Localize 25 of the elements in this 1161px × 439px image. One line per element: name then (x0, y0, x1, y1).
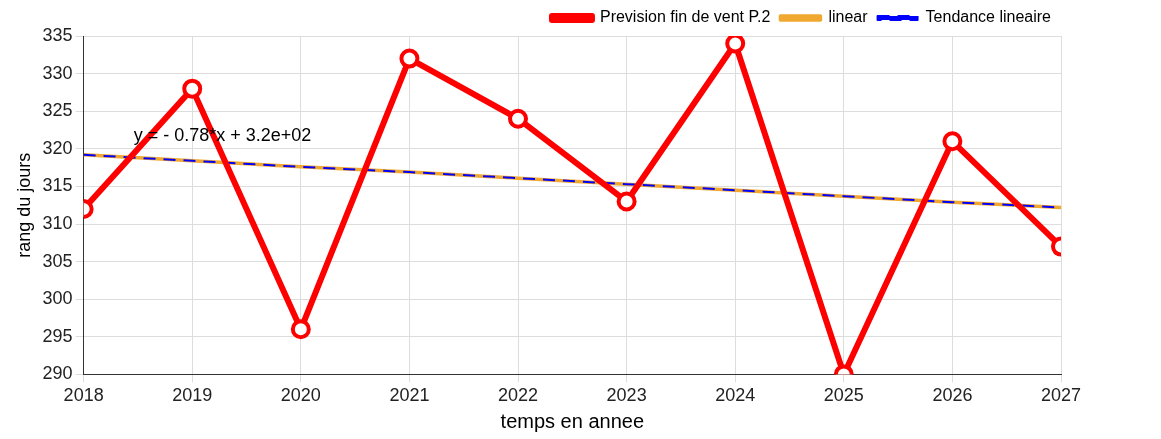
legend-label: Tendance lineaire (925, 8, 1052, 26)
legend-label: Prevision fin de vent P.2 (599, 8, 771, 26)
y-tick-label: 325 (42, 100, 73, 121)
x-tick-label: 2024 (715, 385, 756, 406)
x-tick-label: 2021 (389, 385, 430, 406)
x-tick-label: 2018 (63, 385, 104, 406)
x-axis-title: temps en annee (500, 409, 645, 432)
y-tick-label: 335 (42, 24, 73, 45)
x-tick-label: 2022 (497, 385, 539, 406)
x-tick-label: 2020 (280, 385, 321, 406)
x-tick-label: 2019 (172, 385, 213, 406)
x-tick-label: 2027 (1040, 385, 1082, 406)
y-tick-label: 290 (42, 363, 73, 384)
y-tick-label: 310 (42, 212, 73, 233)
y-tick-label: 295 (42, 325, 73, 346)
y-tick-label: 305 (42, 250, 73, 271)
y-tick-label: 315 (42, 175, 73, 196)
legend-label: linear (828, 8, 869, 26)
y-axis-title: rang du jours (13, 152, 34, 258)
x-tick-label: 2025 (823, 385, 864, 406)
y-tick-label: 300 (42, 288, 73, 309)
y-tick-label: 320 (42, 137, 73, 158)
x-tick-label: 2026 (932, 385, 973, 406)
x-tick-label: 2023 (606, 385, 647, 406)
y-tick-label: 330 (42, 62, 73, 83)
